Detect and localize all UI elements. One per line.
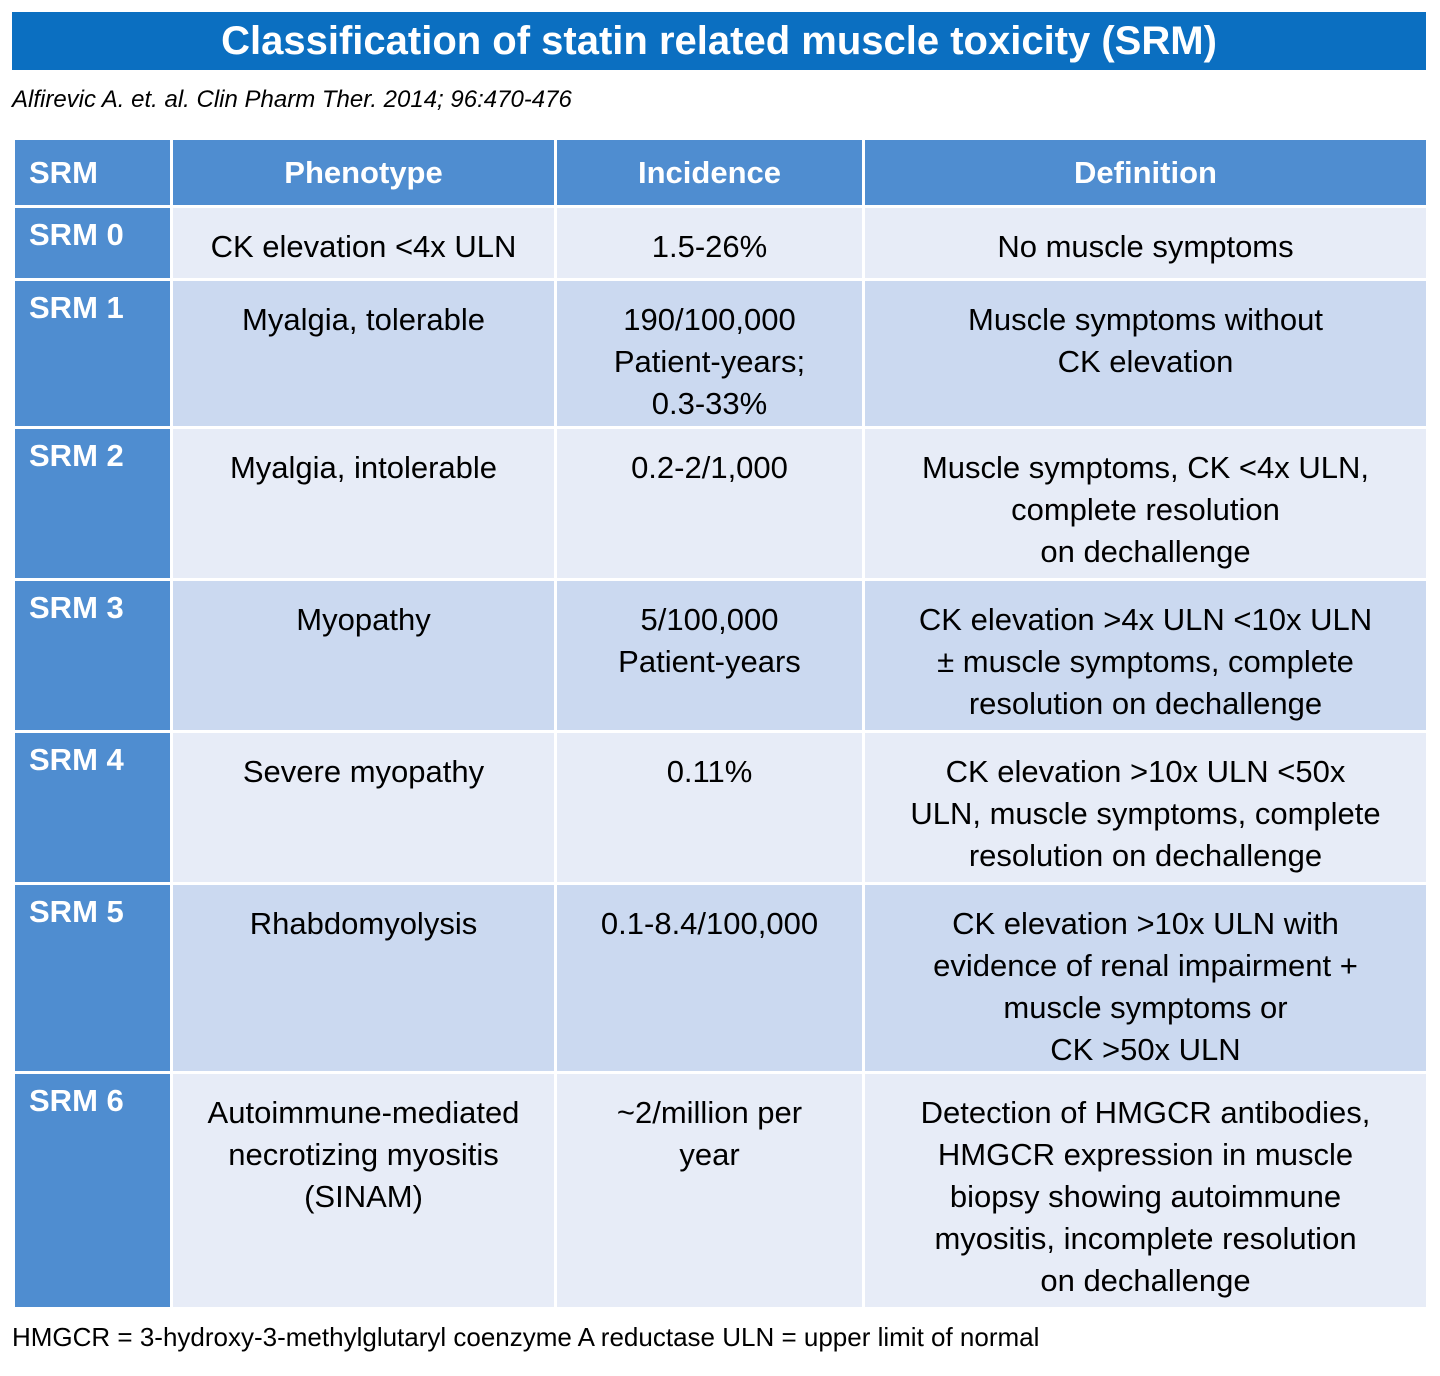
incidence-line: Patient-years: [618, 644, 801, 679]
incidence-line: 0.11%: [666, 754, 753, 789]
definition-line: ULN, muscle symptoms, complete: [910, 796, 1381, 831]
incidence-cell: 0.1-8.4/100,000: [554, 882, 865, 1074]
header-definition: Definition: [862, 137, 1429, 208]
phenotype-cell: Myalgia, intolerable: [170, 426, 557, 581]
table-header-row: SRM Phenotype Incidence Definition: [12, 137, 1429, 208]
header-phenotype: Phenotype: [170, 137, 557, 208]
incidence-cell: 1.5-26%: [554, 205, 865, 281]
srm-level-cell: SRM 0: [12, 205, 173, 281]
definition-line: CK elevation >10x ULN with: [952, 906, 1339, 941]
definition-cell: No muscle symptoms: [862, 205, 1429, 281]
definition-line: resolution on dechallenge: [968, 686, 1323, 721]
incidence-cell: 0.2-2/1,000: [554, 426, 865, 581]
definition-line: resolution on dechallenge: [968, 838, 1323, 873]
phenotype-cell: CK elevation <4x ULN: [170, 205, 557, 281]
table-row: SRM 3 Myopathy 5/100,000 Patient-years CK el…: [12, 578, 1429, 733]
phenotype-line: Rhabdomyolysis: [249, 906, 478, 941]
definition-line: Muscle symptoms without: [968, 302, 1323, 337]
definition-cell: CK elevation >4x ULN <10x ULN ± muscle sy…: [862, 578, 1429, 733]
definition-line: Detection of HMGCR antibodies,: [920, 1095, 1371, 1130]
definition-line: biopsy showing autoimmune: [949, 1179, 1342, 1214]
definition-cell: Detection of HMGCR antibodies, HMGCR expr…: [862, 1071, 1429, 1310]
srm-level-cell: SRM 5: [12, 882, 173, 1074]
srm-level-cell: SRM 1: [12, 278, 173, 429]
phenotype-line: necrotizing myositis: [228, 1137, 499, 1172]
phenotype-line: Autoimmune-mediated: [207, 1095, 520, 1130]
definition-line: No muscle symptoms: [997, 229, 1294, 264]
definition-cell: CK elevation >10x ULN with evidence of re…: [862, 882, 1429, 1074]
phenotype-line: (SINAM): [304, 1179, 423, 1214]
srm-level-cell: SRM 6: [12, 1071, 173, 1310]
srm-level-cell: SRM 3: [12, 578, 173, 733]
incidence-cell: 190/100,000 Patient-years; 0.3-33%: [554, 278, 865, 429]
definition-line: CK elevation: [1057, 344, 1234, 379]
definition-cell: Muscle symptoms, CK <4x ULN, complete res…: [862, 426, 1429, 581]
header-incidence: Incidence: [554, 137, 865, 208]
incidence-line: 0.1-8.4/100,000: [600, 906, 819, 941]
phenotype-line: CK elevation <4x ULN: [210, 229, 517, 264]
table-row: SRM 1 Myalgia, tolerable 190/100,000 Patien…: [12, 278, 1429, 429]
definition-line: CK elevation >4x ULN <10x ULN: [918, 602, 1373, 637]
header-srm: SRM: [12, 137, 173, 208]
incidence-cell: ~2/million per year: [554, 1071, 865, 1310]
phenotype-cell: Myopathy: [170, 578, 557, 733]
incidence-line: 1.5-26%: [651, 229, 768, 264]
definition-cell: CK elevation >10x ULN <50x ULN, muscle sy…: [862, 730, 1429, 885]
srm-level-cell: SRM 2: [12, 426, 173, 581]
phenotype-cell: Severe myopathy: [170, 730, 557, 885]
incidence-line: Patient-years;: [613, 344, 806, 379]
definition-line: Muscle symptoms, CK <4x ULN,: [921, 450, 1370, 485]
definition-line: complete resolution: [1011, 492, 1280, 527]
phenotype-line: Myopathy: [296, 602, 431, 637]
definition-line: muscle symptoms or: [1003, 990, 1288, 1025]
table-row: SRM 5 Rhabdomyolysis 0.1-8.4/100,000 CK ele…: [12, 882, 1429, 1074]
incidence-line: 0.3-33%: [651, 386, 768, 421]
srm-classification-table: SRM Phenotype Incidence Definition SRM 0…: [12, 137, 1429, 1310]
table-row: SRM 0 CK elevation <4x ULN 1.5-26% No muscl…: [12, 205, 1429, 281]
incidence-cell: 5/100,000 Patient-years: [554, 578, 865, 733]
definition-line: on dechallenge: [1040, 1263, 1251, 1298]
srm-level-cell: SRM 4: [12, 730, 173, 885]
table-body: SRM 0 CK elevation <4x ULN 1.5-26% No muscl…: [12, 205, 1429, 1310]
definition-line: on dechallenge: [1040, 534, 1251, 569]
definition-line: evidence of renal impairment +: [933, 948, 1358, 983]
table-row: SRM 6 Autoimmune-mediated necrotizing myos…: [12, 1071, 1429, 1310]
page-title: Classification of statin related muscle …: [12, 12, 1426, 70]
phenotype-cell: Autoimmune-mediated necrotizing myositis (…: [170, 1071, 557, 1310]
table-row: SRM 2 Myalgia, intolerable 0.2-2/1,000 Musc…: [12, 426, 1429, 581]
phenotype-cell: Rhabdomyolysis: [170, 882, 557, 1074]
footnote: HMGCR = 3-hydroxy-3-methylglutaryl coenz…: [12, 1322, 1040, 1352]
incidence-line: 190/100,000: [623, 302, 796, 337]
definition-line: myositis, incomplete resolution: [934, 1221, 1357, 1256]
incidence-line: ~2/million per: [616, 1095, 803, 1130]
phenotype-cell: Myalgia, tolerable: [170, 278, 557, 429]
incidence-line: year: [679, 1137, 740, 1172]
table-row: SRM 4 Severe myopathy 0.11% CK elevation >1…: [12, 730, 1429, 885]
definition-line: CK elevation >10x ULN <50x: [945, 754, 1346, 789]
phenotype-line: Myalgia, tolerable: [242, 302, 485, 337]
incidence-line: 5/100,000: [640, 602, 779, 637]
citation: Alfirevic A. et. al. Clin Pharm Ther. 20…: [12, 86, 572, 113]
definition-line: CK >50x ULN: [1050, 1032, 1241, 1067]
incidence-cell: 0.11%: [554, 730, 865, 885]
definition-line: ± muscle symptoms, complete: [937, 644, 1354, 679]
phenotype-line: Severe myopathy: [242, 754, 485, 789]
definition-line: HMGCR expression in muscle: [937, 1137, 1354, 1172]
definition-cell: Muscle symptoms without CK elevation: [862, 278, 1429, 429]
phenotype-line: Myalgia, intolerable: [229, 450, 498, 485]
incidence-line: 0.2-2/1,000: [631, 450, 788, 485]
